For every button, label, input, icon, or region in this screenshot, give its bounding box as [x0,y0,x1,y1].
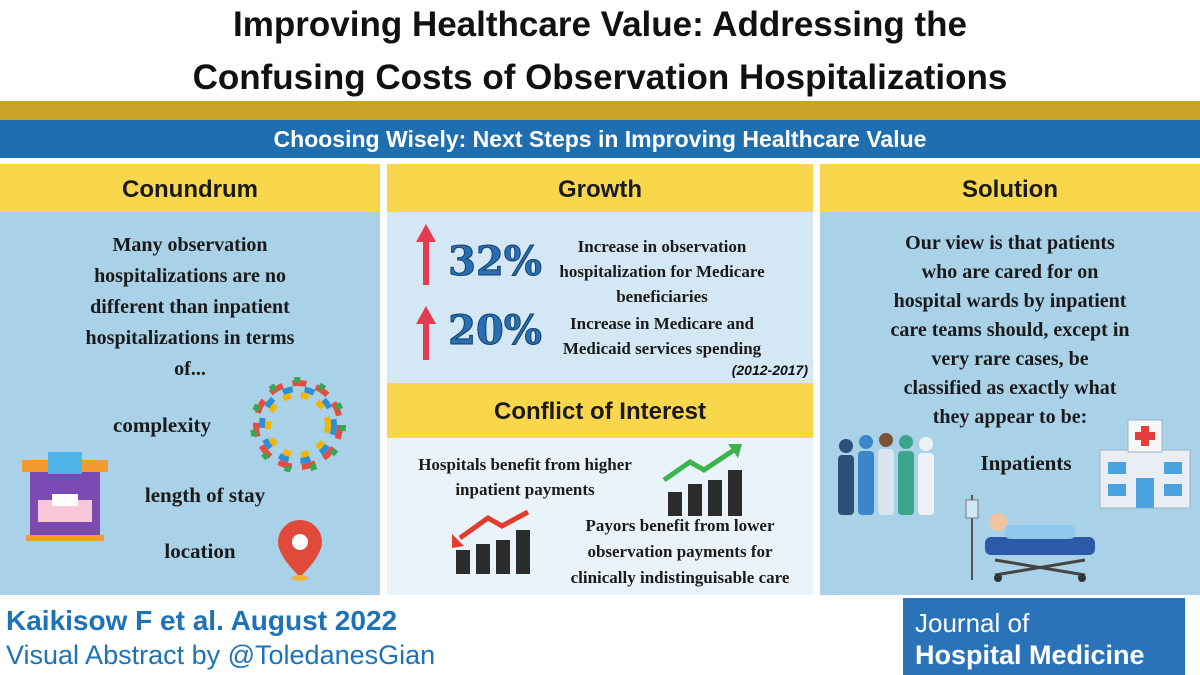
column-bg [387,212,813,383]
text-line: who are cared for on [922,261,1099,283]
text-line: of... [174,358,206,380]
title-line: Improving Healthcare Value: Addressing t… [233,5,967,44]
up-trend-icon [662,444,742,516]
text-line: different than inpatient [90,296,290,318]
conflict-text: observation payments for [587,542,773,561]
credit: Visual Abstract by @ToledanesGian [6,640,435,670]
gold-band [0,101,1200,120]
stat-text: Increase in Medicare and [570,314,755,333]
text-line: classified as exactly what [904,377,1117,399]
inpatients-label: Inpatients [980,451,1071,475]
banner-bg [0,120,1200,158]
stay-icon [22,452,108,541]
item: length of stay [145,483,266,507]
text-line: they appear to be: [933,406,1088,428]
care-team-icon [838,433,934,515]
up-arrow [416,224,436,360]
journal-name: Journal of [915,608,1030,638]
text-line: Our view is that patients [905,232,1115,254]
bed-icon [965,495,1095,582]
stat-value: 20% [448,307,542,354]
heading: Conundrum [122,176,258,203]
stat-text: beneficiaries [616,287,708,306]
item: location [164,539,235,563]
hospital-icon [1099,419,1191,509]
banner: Choosing Wisely: Next Steps in Improving… [274,126,927,152]
text-line: very rare cases, be [931,348,1088,370]
text-line: hospitalizations are no [94,265,286,287]
stat-text: hospitalization for Medicare [559,262,765,281]
text-line: hospital wards by inpatient [894,290,1127,312]
column-header-bg [820,164,1200,212]
item: complexity [113,413,211,437]
column-header-bg [0,164,380,212]
title-line: Confusing Costs of Observation Hospitali… [193,58,1008,97]
period: (2012-2017) [732,362,809,378]
stat-value: 32% [448,238,542,285]
journal-name: Hospital Medicine [915,640,1145,670]
complexity-icon [250,377,346,473]
down-trend-icon [452,509,530,574]
conundrum-text: Many observation hospitalizations are no… [86,234,295,380]
heading: Conflict of Interest [494,398,706,425]
conflict-text: inpatient payments [455,480,595,499]
journal-logo [903,598,1185,675]
solution-text: Our view is that patients who are cared … [890,232,1129,428]
column-header-bg [387,164,813,212]
citation: Kaikisow F et al. August 2022 [6,605,397,636]
stat-text: Increase in observation [578,237,747,256]
text-line: care teams should, except in [890,319,1129,341]
heading: Growth [558,176,642,203]
location-icon [278,520,322,581]
text-line: Many observation [113,234,268,256]
conflict-text: clinically indistinguisable care [571,568,790,587]
text-line: hospitalizations in terms [86,327,295,349]
conflict-text: Hospitals benefit from higher [418,455,632,474]
stat-text: Medicaid services spending [563,339,762,358]
column-header-bg [387,383,813,438]
conflict-text: Payors benefit from lower [586,516,775,535]
heading: Solution [962,176,1058,203]
